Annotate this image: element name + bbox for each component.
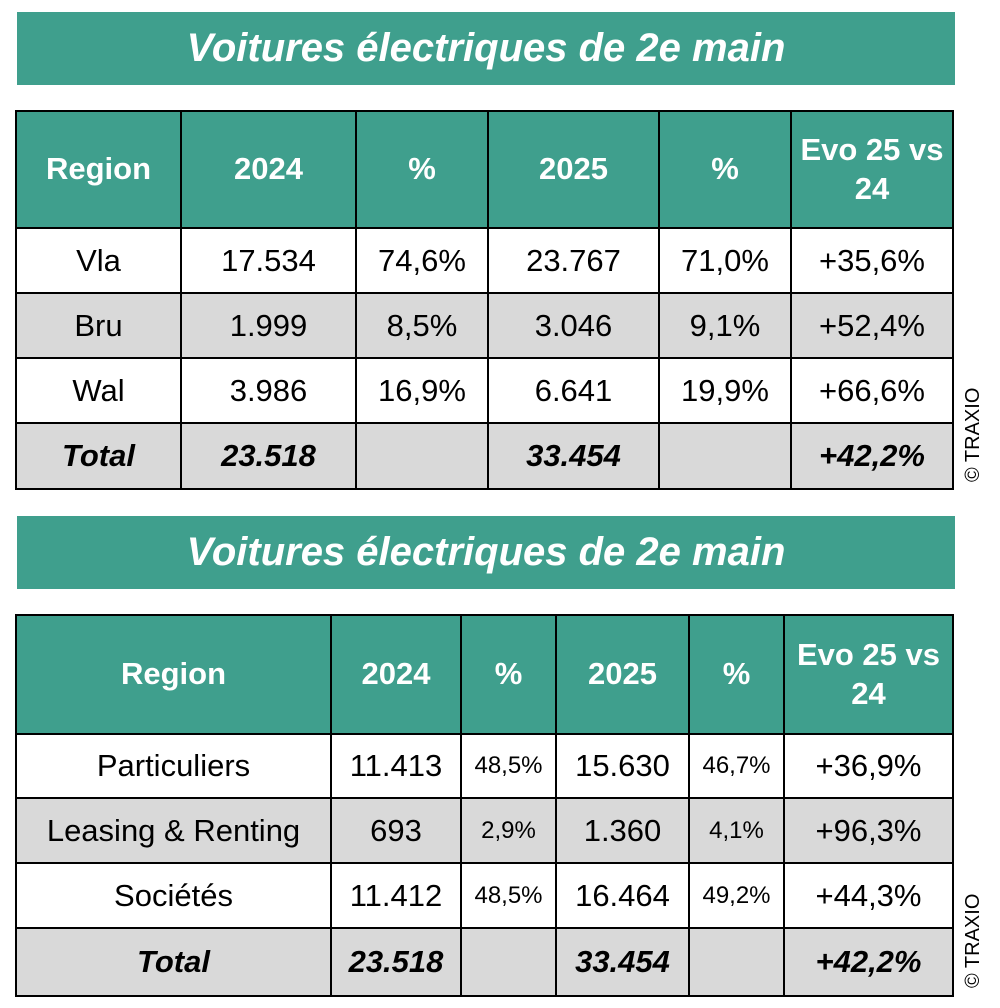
cell: +35,6% <box>790 227 954 294</box>
cell: 49,2% <box>688 862 785 929</box>
cell: 2,9% <box>460 797 557 864</box>
cell: 16,9% <box>355 357 489 424</box>
total-row: Total 23.518 33.454 +42,2% <box>15 927 954 997</box>
cell: 19,9% <box>658 357 792 424</box>
cell: 15.630 <box>555 733 690 799</box>
total-row: Total 23.518 33.454 +42,2% <box>15 422 954 490</box>
cell: +42,2% <box>790 422 954 490</box>
data-row: Wal 3.986 16,9% 6.641 19,9% +66,6% <box>15 357 954 424</box>
header-cell: 2025 <box>555 614 690 735</box>
empty-cell <box>355 422 489 490</box>
cell: 48,5% <box>460 862 557 929</box>
data-table: Region 2024% 2025% Evo 25 vs 24 Particuliers… <box>15 614 954 997</box>
cell: 33.454 <box>555 927 690 997</box>
header-cell: Region <box>15 110 182 229</box>
header-cell: 2025 <box>487 110 660 229</box>
cell: 48,5% <box>460 733 557 799</box>
cell: +42,2% <box>783 927 954 997</box>
header-cell: % <box>355 110 489 229</box>
cell: Wal <box>15 357 182 424</box>
header-cell: Evo 25 vs 24 <box>790 110 954 229</box>
data-row: Sociétés 11.412 48,5% 16.464 49,2% +44,3% <box>15 862 954 929</box>
cell: 11.412 <box>330 862 462 929</box>
cell: 23.518 <box>330 927 462 997</box>
cell: 46,7% <box>688 733 785 799</box>
cell: 4,1% <box>688 797 785 864</box>
cell: Vla <box>15 227 182 294</box>
header-cell: % <box>460 614 557 735</box>
data-row: Leasing & Renting 693 2,9% 1.360 4,1% +96,3% <box>15 797 954 864</box>
header-cell: % <box>658 110 792 229</box>
cell: 74,6% <box>355 227 489 294</box>
header-cell: % <box>688 614 785 735</box>
cell: Particuliers <box>15 733 332 799</box>
cell: 71,0% <box>658 227 792 294</box>
cell: 1.360 <box>555 797 690 864</box>
data-row: Particuliers 11.413 48,5% 15.630 46,7% +36,9% <box>15 733 954 799</box>
cell: 33.454 <box>487 422 660 490</box>
cell: 17.534 <box>180 227 357 294</box>
header-cell: 2024 <box>330 614 462 735</box>
empty-cell <box>658 422 792 490</box>
cell: +36,9% <box>783 733 954 799</box>
cell: 23.518 <box>180 422 357 490</box>
cell: 6.641 <box>487 357 660 424</box>
table-title: Voitures électriques de 2e main <box>17 516 955 589</box>
cell: +52,4% <box>790 292 954 359</box>
table-title: Voitures électriques de 2e main <box>17 12 955 85</box>
cell: Total <box>15 927 332 997</box>
cell: Leasing & Renting <box>15 797 332 864</box>
empty-cell <box>688 927 785 997</box>
cell: +44,3% <box>783 862 954 929</box>
cell: 8,5% <box>355 292 489 359</box>
data-table: Region 2024% 2025% Evo 25 vs 24 Vla 17.534 74,… <box>15 110 954 490</box>
cell: 3.986 <box>180 357 357 424</box>
header-row: Region 2024% 2025% Evo 25 vs 24 <box>15 110 954 229</box>
copyright: © TRAXIO <box>962 387 984 482</box>
cell: 693 <box>330 797 462 864</box>
header-row: Region 2024% 2025% Evo 25 vs 24 <box>15 614 954 735</box>
cell: Bru <box>15 292 182 359</box>
header-cell: Evo 25 vs 24 <box>783 614 954 735</box>
cell: Total <box>15 422 182 490</box>
cell: Sociétés <box>15 862 332 929</box>
cell: 9,1% <box>658 292 792 359</box>
cell: 16.464 <box>555 862 690 929</box>
cell: 1.999 <box>180 292 357 359</box>
copyright: © TRAXIO <box>962 893 984 988</box>
cell: +66,6% <box>790 357 954 424</box>
cell: +96,3% <box>783 797 954 864</box>
header-cell: 2024 <box>180 110 357 229</box>
cell: 3.046 <box>487 292 660 359</box>
data-row: Bru 1.999 8,5% 3.046 9,1% +52,4% <box>15 292 954 359</box>
empty-cell <box>460 927 557 997</box>
header-cell: Region <box>15 614 332 735</box>
data-row: Vla 17.534 74,6% 23.767 71,0% +35,6% <box>15 227 954 294</box>
cell: 23.767 <box>487 227 660 294</box>
cell: 11.413 <box>330 733 462 799</box>
